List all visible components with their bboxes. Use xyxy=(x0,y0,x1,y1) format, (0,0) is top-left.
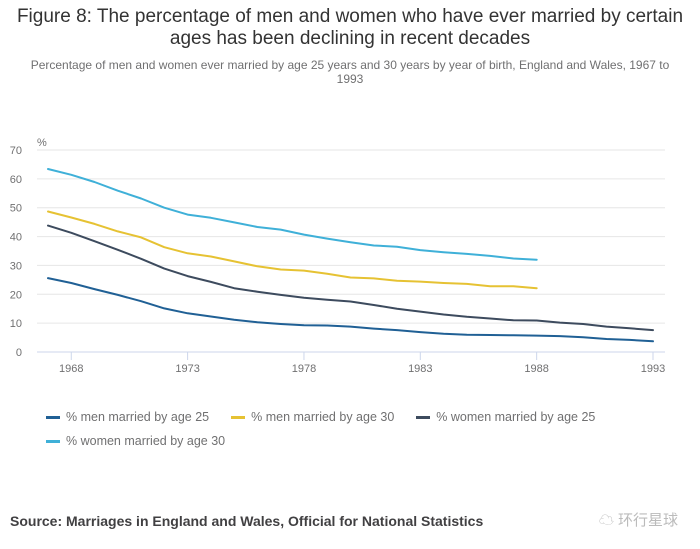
legend-swatch xyxy=(231,415,246,419)
chart-subtitle: Percentage of men and women ever married… xyxy=(30,58,670,86)
legend-item[interactable]: % men married by age 30 xyxy=(231,405,394,429)
legend-item[interactable]: % women married by age 25 xyxy=(416,405,595,429)
y-tick-label: 10 xyxy=(10,318,22,330)
legend-label: % women married by age 25 xyxy=(436,410,596,424)
x-tick-label: 1993 xyxy=(641,363,665,375)
legend-label: % men married by age 30 xyxy=(251,410,395,424)
watermark: ☁ 环行星球 xyxy=(599,509,678,530)
x-tick-label: 1968 xyxy=(59,363,83,375)
legend-label: % men married by age 25 xyxy=(66,410,210,424)
chart-title: Figure 8: The percentage of men and wome… xyxy=(16,6,684,49)
series-line-1[interactable] xyxy=(47,277,654,343)
series-line-3[interactable] xyxy=(47,224,654,332)
x-tick-label: 1988 xyxy=(524,363,548,375)
y-axis-label: % xyxy=(37,137,47,149)
y-tick-label: 60 xyxy=(10,174,22,186)
legend-swatch xyxy=(46,439,60,443)
y-tick-label: 50 xyxy=(10,203,22,215)
source-note: Source: Marriages in England and Wales, … xyxy=(10,513,484,529)
gridlines xyxy=(37,149,665,353)
y-tick-label: 0 xyxy=(16,347,22,359)
legend-swatch xyxy=(46,415,60,419)
wechat-icon: ☁ xyxy=(598,512,618,529)
y-axis: 0 10 20 30 40 50 60 70 xyxy=(10,145,22,359)
series-lines xyxy=(47,168,654,343)
legend-item[interactable]: % men married by age 25 xyxy=(46,405,209,429)
x-tick-label: 1973 xyxy=(175,363,199,375)
legend-label: % women married by age 30 xyxy=(66,434,226,448)
x-axis: 1968 1973 1978 1983 1988 1993 xyxy=(59,352,665,375)
watermark-text: 环行星球 xyxy=(617,512,678,529)
y-tick-label: 30 xyxy=(10,260,22,272)
y-tick-label: 70 xyxy=(10,145,22,157)
legend: % men married by age 25 % men married by … xyxy=(46,405,666,453)
legend-item[interactable]: % women married by age 30 xyxy=(46,429,225,453)
series-line-2[interactable] xyxy=(47,210,538,290)
y-tick-label: 20 xyxy=(10,289,22,301)
x-tick-label: 1983 xyxy=(408,363,432,375)
series-line-4[interactable] xyxy=(47,168,538,261)
x-tick-label: 1978 xyxy=(292,363,316,375)
y-tick-label: 40 xyxy=(10,232,22,244)
legend-swatch xyxy=(416,415,431,419)
